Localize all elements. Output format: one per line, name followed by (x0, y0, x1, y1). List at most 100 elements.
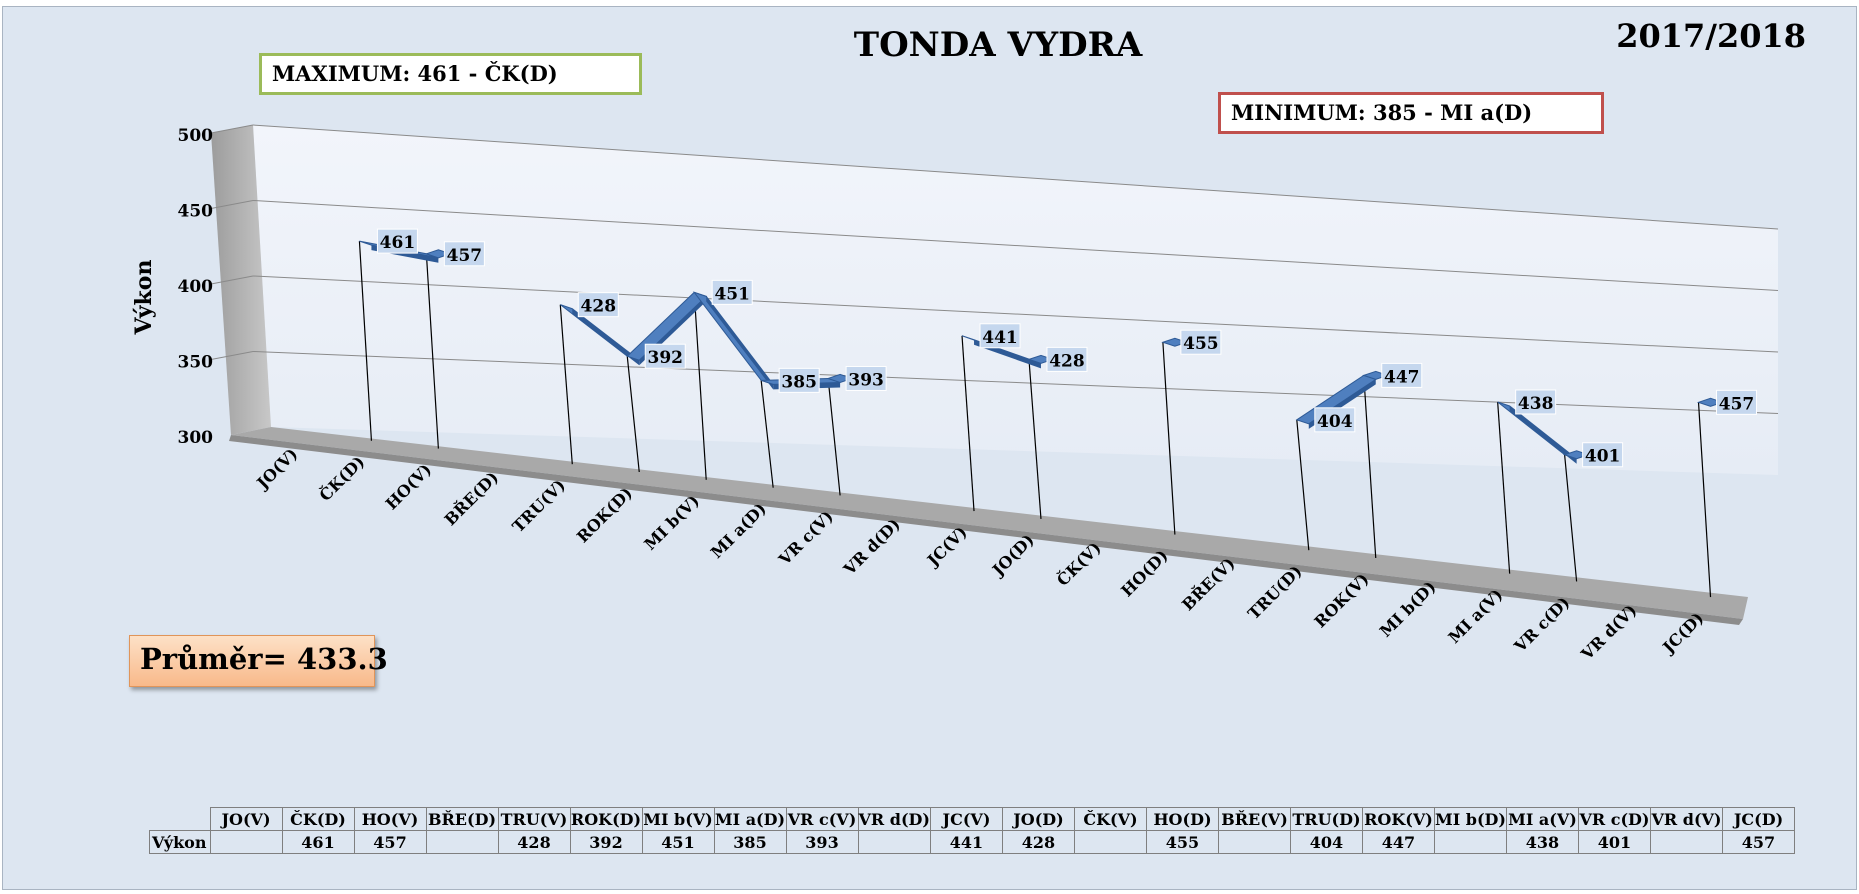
data-label: 428 (577, 292, 619, 318)
table-header: HO(D) (1145, 807, 1219, 831)
y-tick-label: 450 (178, 202, 214, 222)
svg-text:428: 428 (1049, 351, 1085, 371)
y-axis-label: Výkon (131, 260, 157, 336)
minimum-box: MINIMUM: 385 - MI a(D) (1218, 92, 1604, 134)
drop-line (1296, 419, 1310, 551)
svg-text:404: 404 (1317, 412, 1353, 432)
y-tick-label: 500 (178, 126, 214, 146)
svg-text:447: 447 (1384, 367, 1420, 387)
data-label: 457 (443, 241, 485, 267)
table-header: BŘE(V) (1217, 807, 1291, 831)
svg-text:457: 457 (447, 246, 483, 266)
drop-line (693, 292, 707, 480)
chart-walls (211, 125, 1778, 625)
drop-line (1028, 359, 1042, 519)
drop-lines (358, 241, 1712, 598)
data-label: 438 (1515, 389, 1557, 415)
table-cell: 451 (641, 830, 715, 854)
x-tick-label: HO(V) (382, 460, 435, 513)
drop-line (1497, 401, 1511, 574)
table-cell: 401 (1577, 830, 1651, 854)
data-labels: 461 457 428 392 451 385 393 441 428 455 404 447 438 4… (376, 228, 1758, 468)
floor (231, 427, 1748, 619)
gridline-side (210, 351, 254, 360)
line-segment-side (572, 308, 640, 366)
svg-text:438: 438 (1518, 394, 1554, 414)
drop-line (760, 380, 774, 488)
svg-text:393: 393 (848, 370, 884, 390)
table-header: TRU(D) (1289, 807, 1363, 831)
table-cell (1073, 830, 1147, 854)
table-header: JO(D) (1001, 807, 1075, 831)
x-tick-label: BŘE(D) (440, 467, 502, 529)
svg-text:428: 428 (581, 297, 617, 317)
x-tick-label: TRU(V) (509, 476, 570, 537)
table-header: ROK(V) (1361, 807, 1435, 831)
x-tick-label: MI b(D) (1376, 577, 1440, 641)
data-table: JO(V) ČK(D) HO(V) BŘE(D) TRU(V) ROK(D) MI b(V)… (149, 807, 1795, 854)
table-cell: 385 (713, 830, 787, 854)
table-header: VR c(V) (785, 807, 859, 831)
svg-text:451: 451 (714, 284, 750, 304)
table-cell: 393 (785, 830, 859, 854)
table-header: TRU(V) (497, 807, 571, 831)
maximum-box: MAXIMUM: 461 - ČK(D) (259, 53, 642, 95)
data-label: 385 (778, 367, 820, 393)
x-tick-label: JO(D) (987, 530, 1038, 581)
data-label: 401 (1582, 442, 1624, 468)
x-tick-label: JC(V) (922, 522, 971, 571)
x-tick-label: ROK(D) (573, 483, 636, 546)
table-header: BŘE(D) (425, 807, 499, 831)
drop-line (961, 335, 975, 512)
gridline-side (210, 200, 254, 209)
x-tick-label: MI a(V) (1444, 585, 1506, 647)
table-cell (1433, 830, 1507, 854)
gridline (252, 200, 1779, 291)
x-tick-label: ROK(V) (1311, 569, 1373, 631)
data-label: 441 (979, 323, 1021, 349)
table-header: VR c(D) (1577, 807, 1651, 831)
svg-text:455: 455 (1183, 334, 1219, 354)
average-box: Průměr= 433.3 (129, 635, 388, 687)
table-cell: 438 (1505, 830, 1579, 854)
svg-text:385: 385 (781, 372, 817, 392)
table-cell: 461 (281, 830, 355, 854)
svg-text:392: 392 (648, 348, 684, 368)
data-label: 447 (1381, 362, 1423, 388)
table-cell (209, 830, 283, 854)
drop-line (1363, 375, 1377, 559)
gridline (252, 124, 1779, 230)
x-axis-ticks: JO(V) ČK(D) HO(V) BŘE(D) TRU(V) ROK(D) MI b(V)… (252, 444, 1708, 664)
x-tick-label: BŘE(V) (1177, 553, 1238, 614)
table-cell (857, 830, 931, 854)
drop-line (358, 241, 373, 441)
table-header: VR d(V) (1649, 807, 1723, 831)
svg-text:401: 401 (1585, 447, 1621, 467)
table-header: HO(V) (353, 807, 427, 831)
table-cell: 457 (1721, 830, 1795, 854)
x-tick-label: MI b(V) (640, 491, 703, 554)
x-tick-label: VR d(D) (839, 515, 904, 580)
gridline (252, 275, 1779, 353)
x-tick-label: HO(D) (1117, 546, 1172, 601)
table-corner (149, 807, 211, 831)
svg-text:461: 461 (380, 233, 416, 253)
table-cell (1217, 830, 1291, 854)
table-row-label: Výkon (149, 830, 211, 854)
table-cell (1649, 830, 1723, 854)
table-header: JC(V) (929, 807, 1003, 831)
drop-line (1697, 402, 1712, 598)
data-label: 393 (845, 365, 887, 391)
table-header: MI b(D) (1433, 807, 1507, 831)
x-tick-label: JO(V) (252, 444, 302, 494)
side-wall (211, 125, 271, 435)
x-tick-label: ČK(V) (1052, 537, 1104, 589)
drop-line (559, 304, 573, 465)
x-tick-label: ČK(D) (315, 451, 368, 504)
table-header: ČK(V) (1073, 807, 1147, 831)
table-header: MI b(V) (641, 807, 715, 831)
x-tick-label: VR d(V) (1577, 601, 1641, 665)
y-tick-label: 300 (178, 428, 214, 448)
chart-title: TONDA VYDRA (853, 25, 1143, 65)
data-label: 451 (711, 279, 753, 305)
